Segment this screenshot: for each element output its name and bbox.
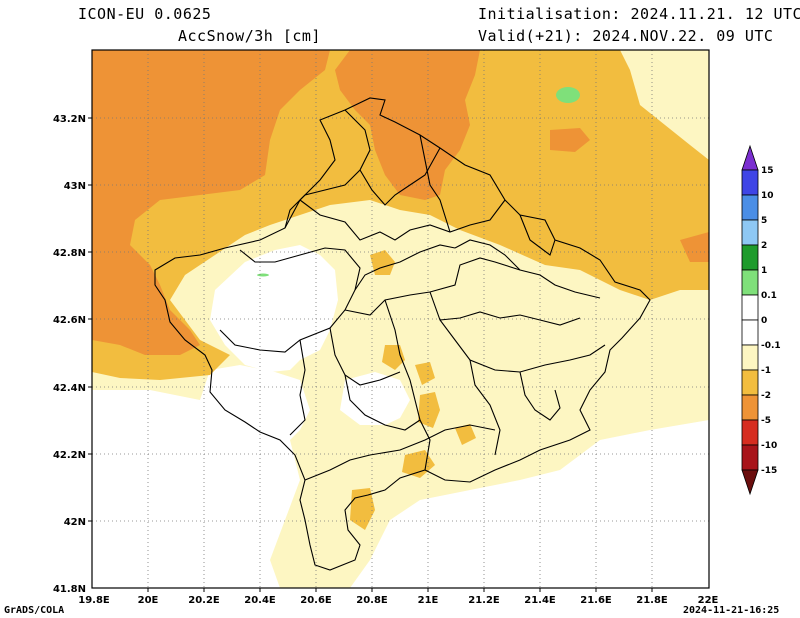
field-green-patch [556, 87, 580, 103]
inner-border-10 [519, 371, 561, 421]
colorbar-swatch [741, 444, 759, 471]
x-tick-label: 20.6E [300, 595, 332, 606]
credit-label: GrADS/COLA [4, 605, 65, 616]
grid-lines [92, 50, 709, 588]
axis-tick-marks [88, 117, 653, 592]
init-time: Initialisation: 2024.11.21. 12 UTC [478, 5, 800, 23]
colorbar-bottom-triangle [741, 469, 759, 496]
inner-border-14 [419, 134, 451, 233]
x-tick-label: 21.6E [580, 595, 612, 606]
colorbar-label: 10 [761, 191, 774, 201]
colorbar-swatch [741, 269, 759, 296]
x-tick-label: 22E [698, 595, 719, 606]
colorbar-label: 5 [761, 216, 767, 226]
country-borders [154, 97, 651, 571]
y-tick-label: 42.4N [53, 383, 86, 394]
x-tick-label: 20.2E [188, 595, 220, 606]
inner-border-4 [354, 244, 456, 291]
inner-border-5 [384, 299, 431, 471]
y-tick-label: 43N [64, 181, 86, 192]
field-patch-6 [350, 488, 375, 530]
x-tick-label: 19.8E [78, 595, 110, 606]
y-tick-label: 42.6N [53, 315, 86, 326]
inner-border-9 [469, 359, 501, 456]
field-patch-3 [418, 392, 440, 428]
inner-border-6 [429, 291, 606, 373]
inner-border-18 [304, 424, 496, 481]
inner-border-8 [439, 311, 581, 326]
field-dark-east [550, 128, 590, 152]
colorbar-label: -0.1 [761, 341, 781, 351]
field-white-west [210, 245, 338, 372]
field-dark-southeast [680, 232, 709, 262]
x-tick-label: 20E [138, 595, 159, 606]
colorbar-swatch [741, 244, 759, 271]
inner-border-2 [289, 339, 306, 436]
valid-time: Valid(+21): 2024.NOV.22. 09 UTC [478, 27, 774, 45]
inner-border-17 [454, 239, 521, 271]
colorbar-label: -15 [761, 466, 777, 476]
x-tick-label: 20.4E [244, 595, 276, 606]
variable-title: AccSnow/3h [cm] [178, 27, 321, 45]
colorbar-label: -2 [761, 391, 771, 401]
colorbar-swatch [741, 294, 759, 321]
colorbar-labels: 15 10 5 2 1 0.1 0 -0.1 -1 -2 -5 -10 -15 [761, 166, 781, 476]
field-green-speck [257, 273, 269, 277]
y-tick-label: 42.2N [53, 450, 86, 461]
x-tick-label: 21.4E [524, 595, 556, 606]
colorbar-label: 1 [761, 266, 767, 276]
inner-border-12 [299, 199, 506, 241]
colorbar [741, 144, 759, 496]
colorbar-swatch [741, 169, 759, 196]
colorbar-label: 0 [761, 316, 767, 326]
colorbar-label: -1 [761, 366, 771, 376]
inner-border-13 [359, 147, 441, 206]
colorbar-label: 0.1 [761, 291, 777, 301]
inner-border-15 [284, 109, 371, 229]
inner-border-3 [344, 257, 601, 316]
field-dark-north [335, 50, 480, 200]
field-white-southwest [200, 365, 310, 520]
colorbar-swatch [741, 419, 759, 446]
y-tick-label: 43.2N [53, 114, 86, 125]
field-patch-1 [370, 250, 395, 275]
x-tick-label: 20.8E [356, 595, 388, 606]
colorbar-label: 2 [761, 241, 767, 251]
colorbar-swatch [741, 394, 759, 421]
colorbar-swatch [741, 194, 759, 221]
inner-border-7 [329, 327, 401, 386]
x-tick-label: 21.8E [636, 595, 668, 606]
inner-border-11 [344, 374, 421, 431]
colorbar-swatch [741, 369, 759, 396]
inner-border-16 [519, 214, 556, 256]
colorbar-swatch [741, 219, 759, 246]
y-tick-label: 42.8N [53, 248, 86, 259]
y-tick-labels: 41.8N 42N 42.2N 42.4N 42.6N 42.8N 43N 43… [53, 114, 86, 595]
colorbar-swatch [741, 319, 759, 346]
field-dark-west [92, 50, 330, 355]
x-tick-label: 21E [418, 595, 439, 606]
colorbar-label: -5 [761, 416, 771, 426]
colorbar-top-triangle [741, 144, 759, 171]
field-patch-5 [455, 424, 476, 445]
y-tick-label: 41.8N [53, 584, 86, 595]
x-tick-labels: 19.8E 20E 20.2E 20.4E 20.6E 20.8E 21E 21… [78, 595, 718, 606]
field-patch-7 [415, 362, 435, 385]
timestamp-label: 2024-11-21-16:25 [683, 605, 780, 616]
model-title: ICON-EU 0.0625 [78, 5, 212, 23]
x-tick-label: 21.2E [468, 595, 500, 606]
y-tick-label: 42N [64, 517, 86, 528]
outer-border [154, 97, 651, 571]
field-white-center [340, 372, 410, 425]
colorbar-label: -10 [761, 441, 777, 451]
colorbar-label: 15 [761, 166, 774, 176]
colorbar-swatch [741, 344, 759, 371]
